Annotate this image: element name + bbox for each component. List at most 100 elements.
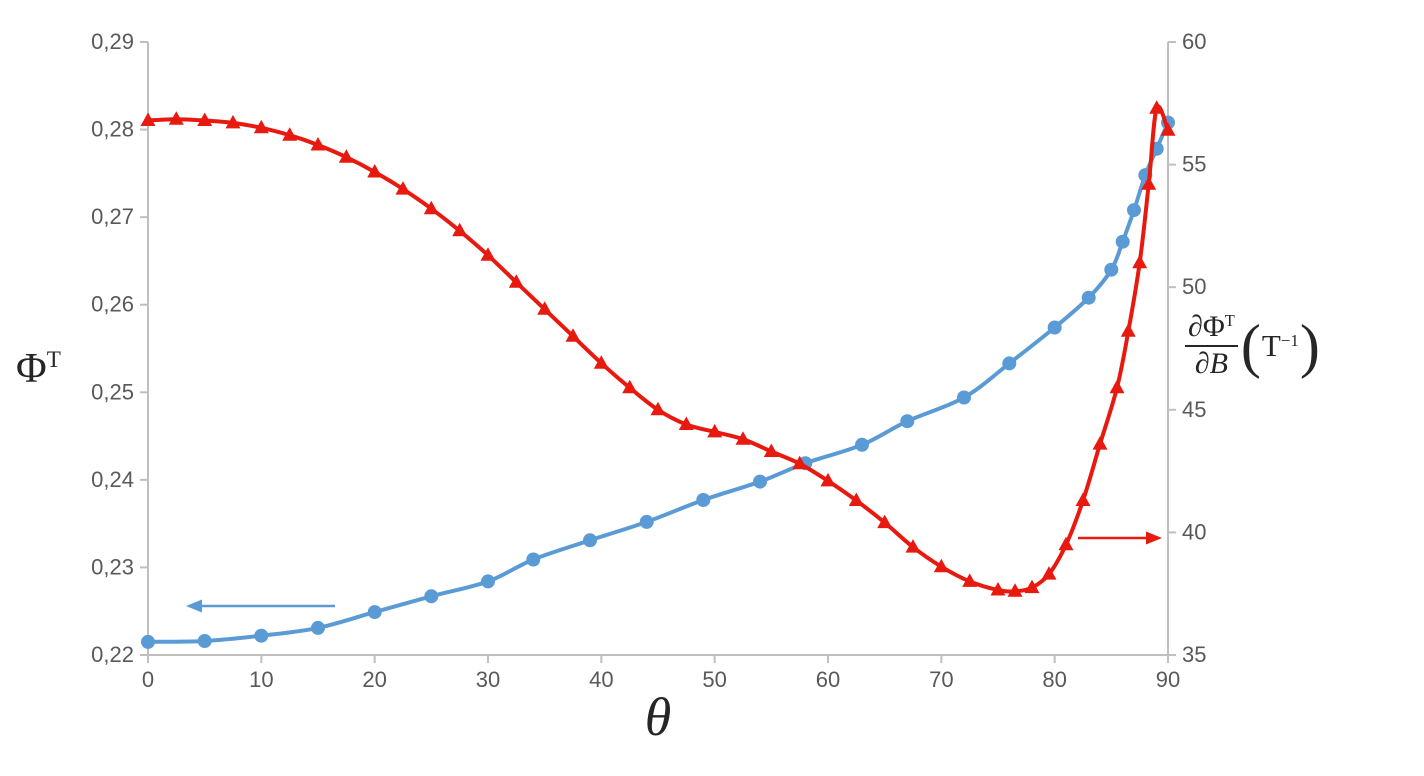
series-dphi-db-marker	[1132, 254, 1148, 269]
series-phi-marker	[1081, 290, 1096, 305]
series-dphi-db-marker	[168, 111, 184, 125]
x-tick-label: 70	[929, 667, 953, 692]
close-paren: )	[1299, 312, 1320, 379]
series-phi-marker	[367, 605, 382, 620]
series-dphi-db-marker	[537, 301, 553, 315]
right-tick-label: 50	[1182, 274, 1206, 299]
unit-base: T	[1261, 327, 1281, 363]
left-axis-superscript: T	[46, 346, 61, 372]
series-dphi-db-marker	[395, 181, 411, 195]
series-dphi-db-marker	[1041, 566, 1057, 580]
series-phi-marker	[526, 552, 541, 567]
right-tick-label: 60	[1182, 29, 1206, 54]
unit-exponent: −1	[1280, 330, 1299, 350]
series-phi-marker	[957, 390, 971, 405]
open-paren: (	[1240, 312, 1261, 379]
series-dphi-db-marker	[877, 514, 893, 529]
series-phi-marker	[141, 634, 155, 649]
series-dphi-db-marker	[480, 247, 496, 261]
series-phi-marker	[583, 533, 597, 548]
series-phi-marker	[639, 514, 654, 529]
left-tick-label: 0,27	[91, 204, 134, 229]
series-dphi-db-marker	[253, 119, 269, 134]
series-dphi-db-marker	[650, 401, 666, 416]
series-dphi-db-marker	[1075, 492, 1091, 506]
x-tick-label: 0	[142, 667, 154, 692]
series-dphi-db-marker	[565, 328, 581, 342]
left-tick-label: 0,25	[91, 379, 134, 404]
series-dphi-db-marker	[140, 112, 156, 126]
series-dphi-db-marker	[1109, 379, 1125, 394]
left-tick-label: 0,28	[91, 117, 134, 142]
left-tick-label: 0,22	[91, 642, 134, 667]
series-dphi-db-marker	[707, 423, 723, 438]
right-axis-fraction: ∂ΦT ∂B	[1184, 310, 1239, 381]
series-dphi-db-marker	[282, 127, 298, 141]
series-dphi-db-marker	[848, 492, 864, 506]
series-dphi-db-marker	[962, 573, 978, 587]
x-tick-label: 50	[702, 667, 726, 692]
series-phi-marker	[1115, 234, 1130, 249]
x-tick-label: 30	[476, 667, 500, 692]
series-dphi-db-marker	[622, 379, 638, 394]
left-axis-symbol: Φ	[16, 346, 47, 392]
right-axis-units: ( T−1 )	[1240, 312, 1320, 379]
right-tick-label: 35	[1182, 642, 1206, 667]
series-phi-marker	[1127, 203, 1141, 218]
series-dphi-db-marker	[367, 164, 383, 178]
left-tick-label: 0,26	[91, 292, 134, 317]
left-tick-label: 0,24	[91, 467, 134, 492]
series-dphi-db-marker	[990, 582, 1006, 596]
x-tick-label: 90	[1156, 667, 1180, 692]
right-tick-label: 45	[1182, 397, 1206, 422]
fraction-denominator: ∂B	[1184, 344, 1238, 382]
series-phi-marker	[900, 414, 915, 429]
series-dphi-db-marker	[508, 274, 524, 288]
series-phi-marker	[1002, 356, 1017, 371]
series-dphi-db-marker	[905, 539, 921, 553]
series-phi-marker	[753, 474, 767, 489]
series-phi-line	[146, 120, 1170, 644]
right-axis-arrow-head	[1146, 531, 1162, 545]
x-tick-label: 60	[816, 667, 840, 692]
series-dphi-db-marker	[1141, 176, 1157, 190]
x-tick-label: 80	[1042, 667, 1066, 692]
series-dphi-db-marker	[593, 355, 609, 369]
fraction-numerator: ∂ΦT	[1184, 310, 1239, 345]
series-dphi-db-marker	[1024, 579, 1040, 594]
numerator-superscript: T	[1224, 311, 1235, 331]
series-dphi-db-marker	[763, 443, 779, 457]
right-axis-title: ∂ΦT ∂B ( T−1 )	[1184, 310, 1320, 381]
series-dphi-db-marker	[423, 200, 439, 215]
x-tick-label: 40	[589, 667, 613, 692]
series-dphi-db-marker	[1058, 536, 1074, 551]
series-dphi-db-marker	[1149, 100, 1165, 114]
series-phi-marker	[855, 437, 869, 452]
x-axis-title: θ	[644, 687, 672, 747]
left-tick-label: 0,23	[91, 554, 134, 579]
series-phi-marker	[1104, 262, 1119, 277]
right-tick-label: 40	[1182, 519, 1206, 544]
left-tick-label: 0,29	[91, 29, 134, 54]
series-phi-marker	[481, 574, 495, 589]
left-axis-arrow-head	[186, 599, 202, 613]
numerator-base: ∂Φ	[1188, 310, 1225, 343]
series-dphi-db-marker	[1160, 122, 1176, 136]
series-dphi-db-marker	[225, 114, 241, 129]
series-dphi-db-marker	[452, 222, 468, 237]
series-phi-marker	[696, 493, 711, 507]
series-phi-marker	[254, 628, 269, 643]
series-dphi-db-marker	[1120, 323, 1136, 337]
unit-symbol: T−1	[1261, 328, 1300, 364]
series-phi-marker	[424, 589, 439, 604]
left-axis-title: ΦT	[16, 346, 61, 392]
series-dphi-db-marker	[197, 112, 213, 126]
x-tick-label: 20	[362, 667, 386, 692]
series-dphi-db-marker	[735, 431, 751, 445]
series-dphi-db-marker	[1092, 436, 1108, 450]
series-dphi-db-marker	[310, 137, 326, 151]
series-dphi-db-marker	[792, 455, 808, 470]
series-phi-marker	[1047, 320, 1062, 335]
